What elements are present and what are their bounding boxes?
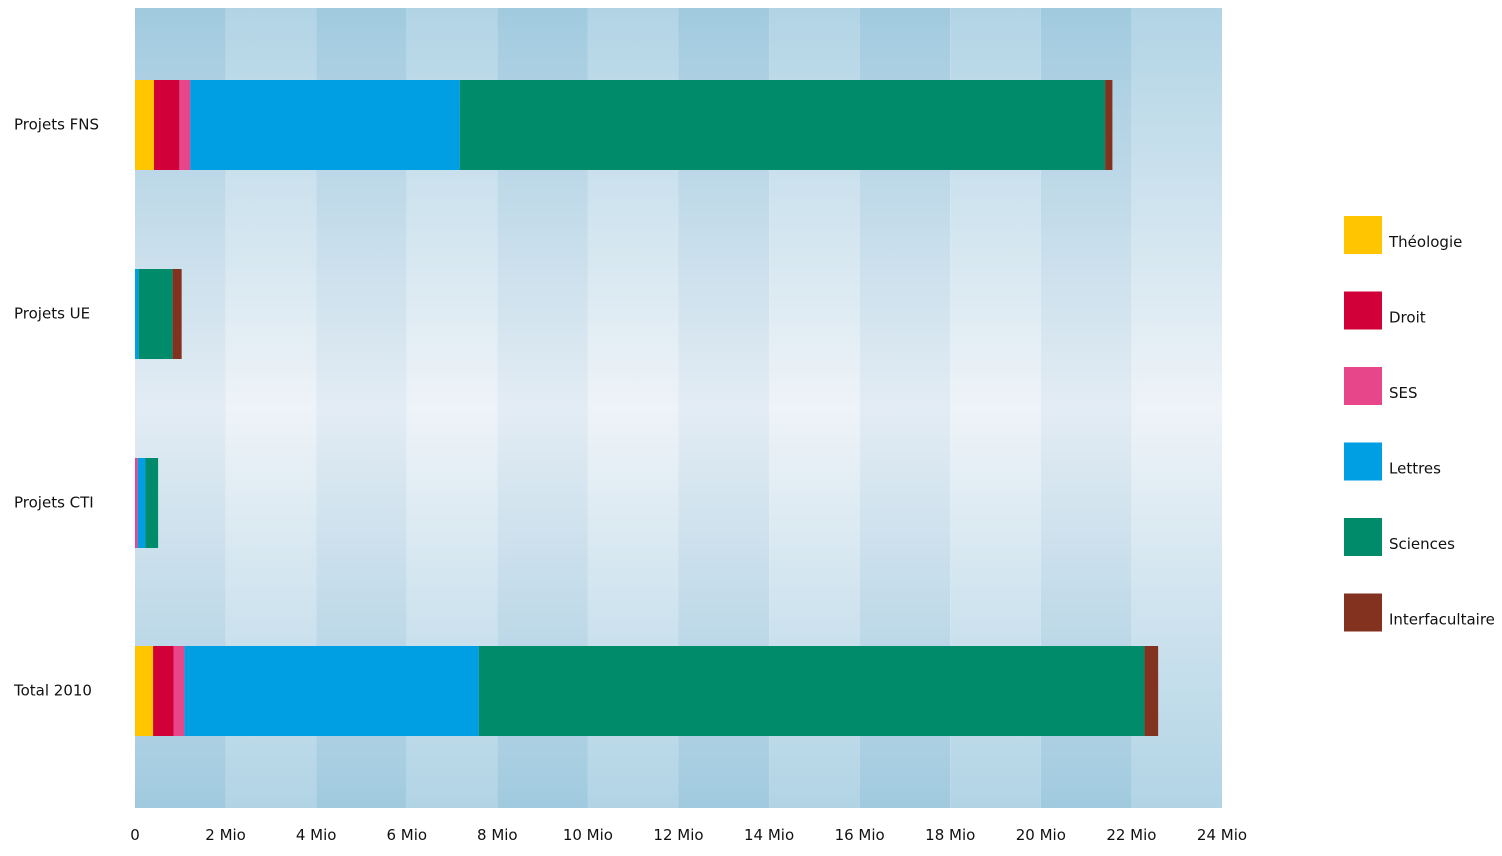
bar-segment: [184, 646, 479, 736]
legend: Théologie Droit SES Lettres Sciences Interfac…: [1344, 216, 1495, 632]
x-tick-label: 6 Mio: [386, 826, 427, 844]
legend-swatch: [1344, 442, 1382, 481]
x-tick-label: 20 Mio: [1016, 826, 1066, 844]
legend-swatch: [1344, 291, 1382, 330]
legend-label: SES: [1389, 384, 1418, 402]
bar-segment: [459, 80, 1106, 170]
legend-swatch: [1344, 593, 1382, 632]
bar-segment: [179, 80, 191, 170]
x-tick-label: 12 Mio: [653, 826, 703, 844]
x-tick-label: 2 Mio: [205, 826, 246, 844]
legend-swatch: [1344, 216, 1382, 254]
x-tick-label: 24 Mio: [1197, 826, 1247, 844]
bar-segment: [135, 80, 155, 170]
bar-segment: [138, 269, 173, 359]
x-tick-label: 22 Mio: [1106, 826, 1156, 844]
bar-segment: [145, 458, 159, 548]
category-label: Total 2010: [13, 682, 92, 700]
bar-segment: [1105, 80, 1113, 170]
bar-segment: [137, 458, 146, 548]
bar-segment: [190, 80, 460, 170]
bar-segment: [154, 80, 180, 170]
category-label: Projets UE: [14, 305, 90, 323]
legend-swatch: [1344, 367, 1382, 405]
bar-segment: [173, 646, 185, 736]
bar-segment: [1144, 646, 1159, 736]
x-tick-label: 16 Mio: [835, 826, 885, 844]
bar-segment: [135, 269, 139, 359]
legend-label: Théologie: [1388, 233, 1462, 251]
category-labels: Projets FNS Projets UE Projets CTI Total 20…: [13, 116, 99, 700]
x-tick-label: 8 Mio: [477, 826, 518, 844]
bar-segment: [478, 646, 1145, 736]
x-tick-label: 14 Mio: [744, 826, 794, 844]
x-axis-tick-labels: 0 2 Mio 4 Mio 6 Mio 8 Mio 10 Mio 12 Mio 14 Mio 1…: [130, 826, 1247, 844]
category-label: Projets CTI: [14, 494, 94, 512]
x-tick-label: 4 Mio: [296, 826, 337, 844]
legend-label: Sciences: [1389, 535, 1455, 553]
category-label: Projets FNS: [14, 116, 99, 134]
bar-segment: [135, 646, 154, 736]
x-tick-label: 0: [130, 826, 140, 844]
legend-swatch: [1344, 518, 1382, 556]
legend-label: Droit: [1389, 309, 1426, 327]
bar-group: [135, 80, 1159, 736]
legend-label: Interfacultaire: [1389, 611, 1495, 629]
legend-label: Lettres: [1389, 460, 1441, 478]
bar-segment: [135, 458, 138, 548]
bar-segment: [153, 646, 174, 736]
bar-segment: [172, 269, 182, 359]
x-tick-label: 10 Mio: [563, 826, 613, 844]
x-tick-label: 18 Mio: [925, 826, 975, 844]
